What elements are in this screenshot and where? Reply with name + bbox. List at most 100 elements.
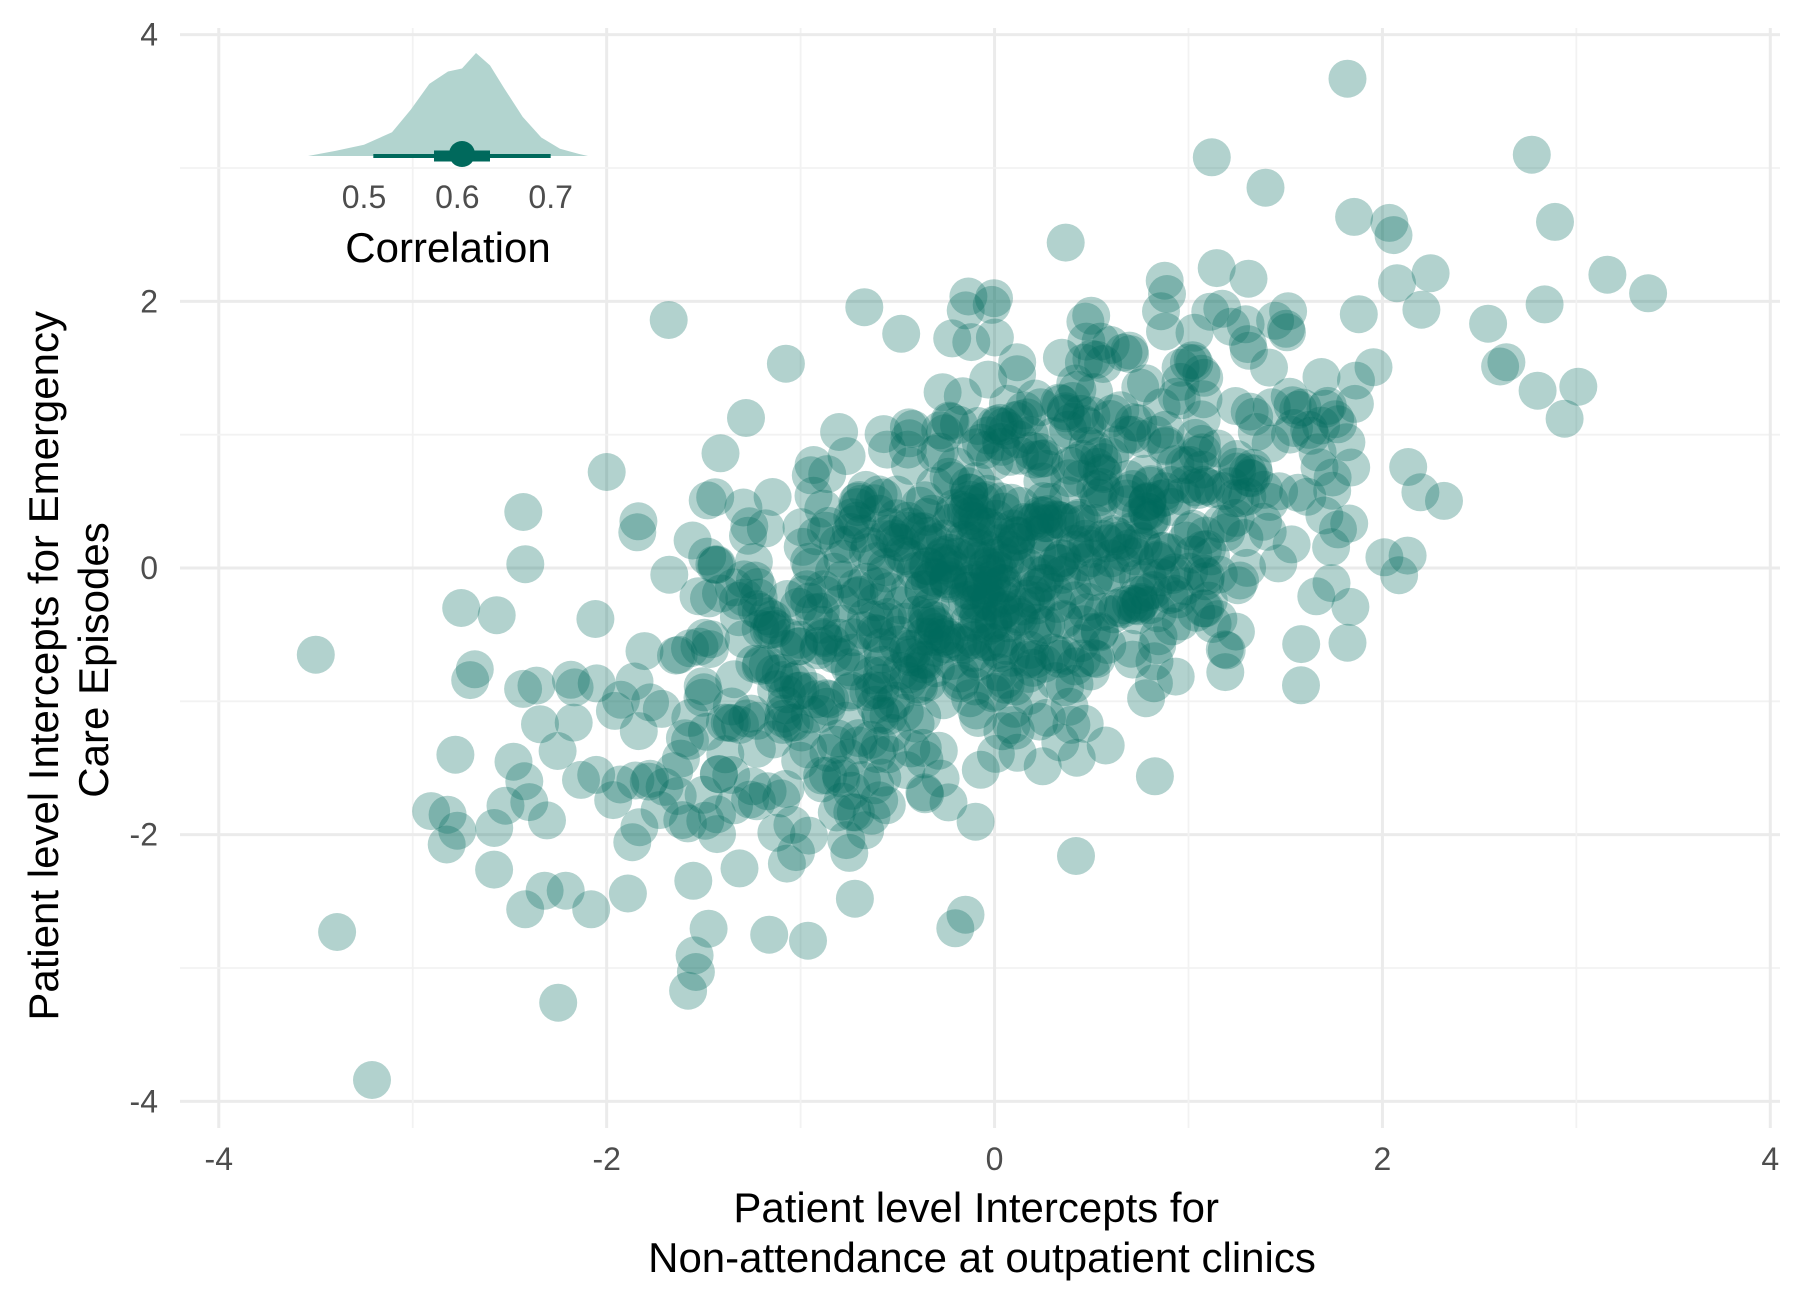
scatter-point: [899, 665, 938, 704]
scatter-point: [1056, 364, 1095, 403]
scatter-point: [1094, 595, 1133, 634]
scatter-point: [1337, 361, 1375, 400]
scatter-point: [862, 663, 901, 702]
scatter-point: [856, 614, 895, 652]
scatter-point: [640, 791, 679, 830]
scatter-point: [1058, 370, 1097, 409]
scatter-point: [767, 675, 806, 714]
scatter-point: [1042, 501, 1080, 540]
scatter-point: [888, 430, 927, 469]
scatter-point: [838, 482, 877, 521]
scatter-point: [773, 805, 812, 844]
scatter-point: [857, 542, 896, 581]
scatter-point: [868, 430, 906, 469]
scatter-point: [676, 953, 715, 991]
scatter-point: [1188, 530, 1226, 568]
scatter-point: [819, 618, 858, 657]
scatter-point: [1335, 197, 1374, 236]
scatter-point: [946, 291, 985, 330]
scatter-point: [925, 414, 964, 453]
scatter-point: [897, 595, 936, 634]
scatter-point: [949, 277, 988, 316]
scatter-point: [649, 301, 688, 339]
inset-tick-labels: 0.5 0.6 0.7: [342, 179, 573, 215]
scatter-point: [840, 481, 879, 519]
scatter-point: [869, 697, 908, 735]
scatter-point: [968, 416, 1007, 455]
scatter-point: [967, 546, 1006, 585]
scatter-point: [852, 796, 891, 835]
scatter-point: [857, 583, 895, 622]
scatter-point: [927, 617, 966, 656]
scatter-point: [714, 568, 753, 607]
scatter-point: [956, 428, 995, 467]
scatter-point: [1072, 339, 1111, 378]
scatter-point: [870, 514, 908, 553]
scatter-point: [1056, 647, 1095, 686]
scatter-point: [1193, 605, 1232, 643]
scatter-point: [1218, 566, 1257, 605]
scatter-point: [981, 634, 1020, 673]
scatter-point: [791, 456, 830, 495]
scatter-point: [688, 481, 727, 520]
scatter-point: [1209, 504, 1248, 543]
scatter-point: [613, 823, 652, 862]
scatter-point: [1302, 358, 1341, 396]
scatter-point: [572, 890, 611, 929]
scatter-point: [1068, 525, 1107, 564]
scatter-point: [1084, 345, 1123, 383]
scatter-point: [1151, 533, 1190, 572]
scatter-point: [1237, 413, 1276, 451]
scatter-point: [941, 582, 979, 621]
scatter-point: [929, 557, 968, 595]
scatter-point: [903, 640, 942, 679]
scatter-point: [797, 680, 836, 719]
scatter-point: [782, 508, 821, 547]
scatter-point: [658, 777, 697, 815]
scatter-point: [1244, 502, 1282, 541]
scatter-point: [1103, 545, 1142, 584]
scatter-point: [924, 546, 963, 585]
scatter-point: [892, 729, 931, 768]
scatter-point: [959, 605, 998, 644]
scatter-point: [1330, 504, 1369, 543]
scatter-point: [1629, 274, 1668, 313]
scatter-point: [866, 548, 905, 587]
scatter-point: [1374, 216, 1413, 255]
scatter-point: [719, 581, 757, 620]
scatter-point: [973, 538, 1012, 577]
scatter-point: [999, 420, 1038, 459]
scatter-point: [1001, 486, 1040, 525]
scatter-point: [486, 786, 525, 825]
scatter-point: [1279, 390, 1318, 429]
scatter-point: [950, 485, 989, 523]
scatter-point: [896, 704, 935, 743]
scatter-point: [817, 793, 856, 832]
scatter-point: [1143, 532, 1181, 571]
scatter-point: [725, 560, 763, 599]
scatter-point: [650, 555, 689, 594]
scatter-point: [871, 508, 910, 547]
scatter-point: [802, 605, 841, 644]
scatter-point: [1170, 445, 1209, 484]
scatter-point: [830, 673, 869, 712]
scatter-point: [838, 488, 877, 527]
scatter-point: [1298, 433, 1337, 472]
scatter-point: [748, 597, 787, 636]
scatter-point: [1134, 664, 1173, 703]
scatter-point: [912, 494, 951, 533]
scatter-point: [1183, 530, 1222, 569]
scatter-point: [1128, 481, 1167, 520]
scatter-point: [1216, 387, 1255, 425]
scatter-point: [940, 405, 978, 444]
scatter-point: [715, 660, 754, 699]
scatter-point: [937, 447, 975, 486]
scatter-point: [1152, 466, 1191, 504]
scatter-point: [975, 279, 1013, 318]
scatter-point: [930, 544, 968, 583]
scatter-point: [769, 618, 808, 657]
scatter-point: [1053, 402, 1092, 441]
scatter-point: [875, 519, 914, 558]
scatter-point: [766, 770, 805, 808]
scatter-point: [889, 662, 928, 701]
